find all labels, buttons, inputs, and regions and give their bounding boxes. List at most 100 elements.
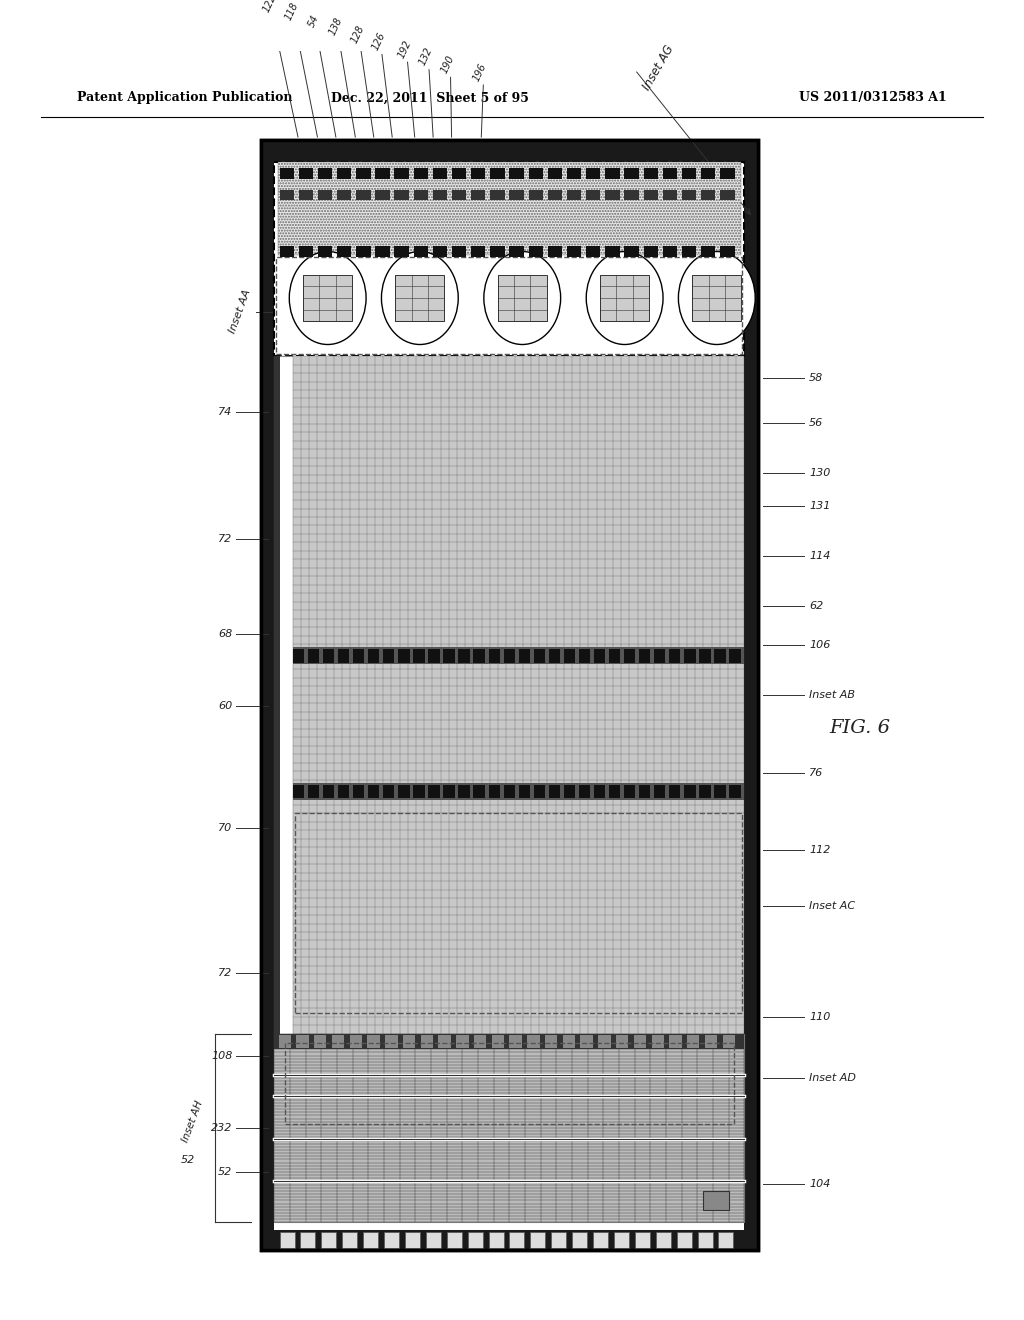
Bar: [414, 649, 425, 663]
Bar: [527, 1035, 540, 1048]
Bar: [593, 1233, 608, 1247]
Bar: [322, 1233, 337, 1247]
Text: 132: 132: [418, 46, 434, 67]
Bar: [677, 1233, 691, 1247]
Bar: [586, 168, 600, 180]
Bar: [518, 784, 530, 799]
Bar: [443, 649, 455, 663]
Bar: [261, 140, 758, 162]
Bar: [280, 190, 294, 199]
Bar: [719, 1233, 733, 1247]
Bar: [308, 649, 319, 663]
Bar: [398, 649, 410, 663]
Bar: [697, 1233, 713, 1247]
Bar: [682, 168, 696, 180]
Bar: [634, 1035, 646, 1048]
Text: 106: 106: [809, 640, 830, 649]
Text: Patent Application Publication: Patent Application Publication: [77, 91, 292, 104]
Bar: [534, 784, 545, 799]
Bar: [579, 784, 590, 799]
Bar: [323, 784, 334, 799]
Text: 128: 128: [349, 24, 366, 45]
Bar: [551, 1233, 566, 1247]
Bar: [338, 784, 349, 799]
Text: 52: 52: [180, 1155, 195, 1164]
Text: 126: 126: [371, 30, 387, 51]
Bar: [518, 649, 530, 663]
Bar: [296, 1035, 308, 1048]
Bar: [317, 190, 332, 199]
Text: Dec. 22, 2011  Sheet 5 of 95: Dec. 22, 2011 Sheet 5 of 95: [331, 91, 529, 104]
Bar: [548, 190, 562, 199]
Ellipse shape: [381, 252, 459, 345]
Text: 68: 68: [218, 628, 232, 639]
Bar: [490, 168, 505, 180]
Bar: [594, 649, 605, 663]
Text: 76: 76: [809, 768, 823, 777]
Bar: [488, 784, 500, 799]
Bar: [609, 649, 621, 663]
Bar: [635, 1233, 650, 1247]
Text: 70: 70: [218, 824, 232, 833]
Bar: [639, 784, 650, 799]
Bar: [295, 813, 742, 1014]
Bar: [274, 162, 744, 356]
Text: 58: 58: [809, 374, 823, 383]
Bar: [356, 246, 371, 257]
Text: 196: 196: [472, 61, 488, 82]
Bar: [528, 246, 543, 257]
Text: 72: 72: [218, 535, 232, 544]
Bar: [274, 1034, 744, 1049]
Bar: [332, 1035, 344, 1048]
Bar: [564, 784, 575, 799]
Bar: [692, 275, 741, 321]
Bar: [456, 1035, 469, 1048]
Bar: [402, 1035, 416, 1048]
Bar: [433, 246, 447, 257]
Bar: [701, 246, 716, 257]
Bar: [624, 784, 635, 799]
Bar: [394, 190, 409, 199]
Bar: [720, 190, 734, 199]
Bar: [490, 246, 505, 257]
Bar: [567, 246, 582, 257]
Text: 192: 192: [396, 38, 413, 59]
Bar: [605, 190, 620, 199]
Bar: [414, 784, 425, 799]
Bar: [609, 784, 621, 799]
Bar: [468, 1233, 482, 1247]
Bar: [280, 246, 294, 257]
Bar: [534, 649, 545, 663]
Bar: [567, 168, 582, 180]
Bar: [414, 190, 428, 199]
Bar: [364, 1233, 378, 1247]
Bar: [510, 190, 524, 199]
Bar: [643, 246, 657, 257]
Bar: [278, 162, 741, 255]
Text: 122: 122: [261, 0, 278, 15]
Bar: [438, 1035, 451, 1048]
Bar: [323, 649, 334, 663]
Bar: [670, 784, 681, 799]
Bar: [279, 1035, 291, 1048]
Text: 114: 114: [809, 550, 830, 561]
Bar: [303, 275, 352, 321]
Ellipse shape: [678, 252, 755, 345]
Bar: [605, 168, 620, 180]
Bar: [651, 1035, 664, 1048]
Text: 62: 62: [809, 601, 823, 611]
Bar: [723, 1035, 735, 1048]
Bar: [274, 356, 280, 1034]
Bar: [504, 649, 515, 663]
Bar: [428, 784, 439, 799]
Bar: [548, 168, 562, 180]
Bar: [300, 1233, 315, 1247]
Bar: [394, 168, 409, 180]
Bar: [699, 784, 711, 799]
Bar: [625, 246, 639, 257]
Bar: [488, 649, 500, 663]
Bar: [459, 649, 470, 663]
Bar: [474, 1035, 486, 1048]
Bar: [368, 1035, 380, 1048]
Bar: [261, 140, 758, 1250]
